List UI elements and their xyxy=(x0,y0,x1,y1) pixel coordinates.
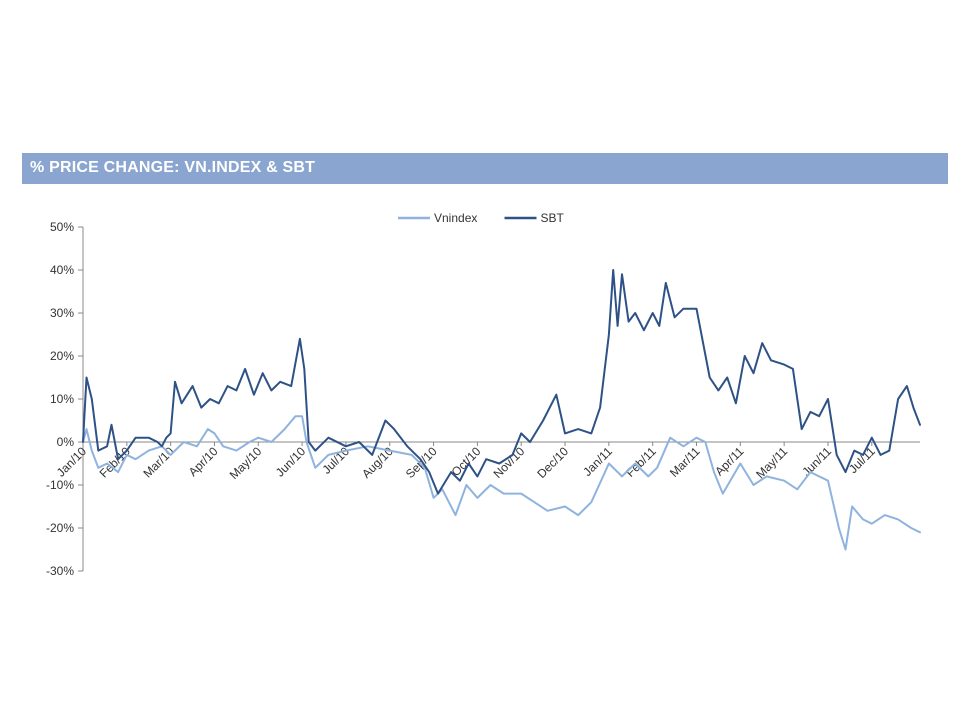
y-axis: -30% -20% -10% 0% 10% 20% 30% 40% 50% xyxy=(46,220,84,578)
legend-label-sbt: SBT xyxy=(541,211,565,225)
x-tick-label: Dec/10 xyxy=(534,444,571,481)
x-tick-label: Jul/10 xyxy=(320,444,353,477)
x-tick-label: Aug/10 xyxy=(359,444,396,481)
series-line-sbt xyxy=(82,269,921,495)
y-tick-label: 40% xyxy=(50,263,74,277)
x-tick-label: Sep/10 xyxy=(403,444,440,481)
y-tick-label: -30% xyxy=(46,564,74,578)
x-tick-label: Apr/11 xyxy=(712,444,747,479)
series-layer xyxy=(82,269,921,551)
x-tick-label: Jan/11 xyxy=(580,444,615,479)
y-tick-label: 30% xyxy=(50,306,74,320)
x-tick-label: Jun/11 xyxy=(799,444,834,479)
series-line-vnindex xyxy=(82,415,921,551)
x-tick-label: May/11 xyxy=(753,444,790,481)
y-tick-label: 20% xyxy=(50,349,74,363)
x-tick-label: Mar/10 xyxy=(140,444,177,481)
y-tick-label: 50% xyxy=(50,220,74,234)
chart-title-bar: % PRICE CHANGE: VN.INDEX & SBT xyxy=(22,153,948,184)
x-tick-label: Jun/10 xyxy=(273,444,309,480)
legend-label-vnindex: Vnindex xyxy=(434,211,477,225)
y-tick-label: 0% xyxy=(57,435,75,449)
chart-legend: Vnindex SBT xyxy=(398,211,565,225)
x-tick-label: Feb/11 xyxy=(623,444,659,480)
chart-title: % PRICE CHANGE: VN.INDEX & SBT xyxy=(30,159,316,176)
x-axis: Jan/10 Feb/10 Mar/10 Apr/10 May/10 Jun/10 Jul/… xyxy=(54,441,920,482)
x-tick-label: Apr/10 xyxy=(186,444,221,479)
y-tick-label: -10% xyxy=(46,478,74,492)
x-tick-label: Jan/10 xyxy=(54,444,90,480)
y-tick-label: -20% xyxy=(46,521,74,535)
y-tick-label: 10% xyxy=(50,392,74,406)
x-tick-label: Mar/11 xyxy=(667,444,703,480)
